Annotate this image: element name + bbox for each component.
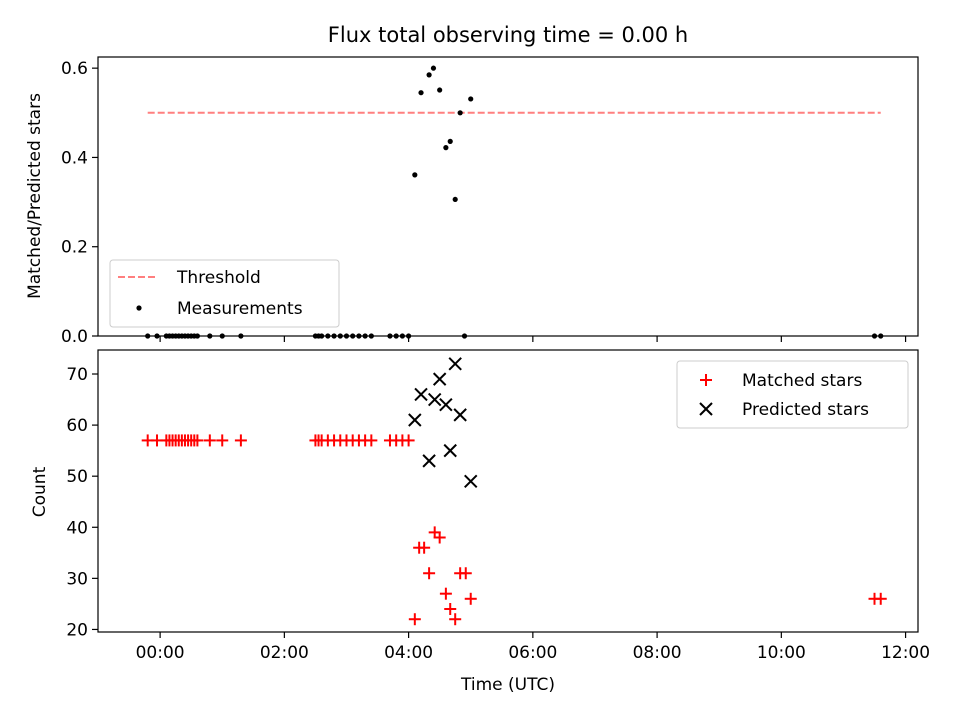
y-tick-label: 40 [66, 518, 88, 538]
bottom-panel: 20 30 40 50 60 70 00:00 02:00 04:00 06:00 08:00 10… [30, 349, 930, 695]
top-axes-frame [97, 56, 919, 337]
predicted-star-point [453, 408, 467, 422]
y-tick-label: 50 [66, 467, 88, 487]
predicted-star-point [443, 443, 457, 458]
y-tick-label: 30 [66, 569, 88, 589]
predicted-star-point [439, 397, 453, 412]
bottom-legend-box [676, 360, 909, 429]
matched-star-point [402, 434, 415, 447]
matched-star-point [418, 541, 431, 554]
matched-star-point [444, 603, 457, 616]
measurements-legend-label: Measurements [177, 299, 303, 319]
matched-legend-label: Matched stars [742, 371, 862, 391]
matched-star-point [365, 434, 378, 447]
predicted-star-point [427, 392, 442, 407]
x-tick-label: 04:00 [384, 643, 433, 663]
matched-star-point [216, 434, 229, 447]
x-tick-label: 08:00 [633, 643, 682, 663]
measurement-point [443, 145, 449, 151]
predicted-star-point [448, 357, 462, 371]
measurement-point [447, 138, 453, 144]
top-legend: Threshold Measurements [109, 259, 340, 328]
top-panel: 0.0 0.2 0.4 0.6 Matched/Predicted stars Thr… [25, 56, 919, 347]
measurements-legend-swatch [136, 305, 142, 311]
bottom-legend: Matched stars Predicted stars [676, 360, 909, 429]
predicted-star-point [422, 454, 436, 468]
measurement-point [426, 72, 432, 78]
predicted-legend-swatch [699, 402, 713, 416]
bottom-y-ticks: 20 30 40 50 60 70 [66, 365, 98, 640]
measurement-point [452, 196, 458, 203]
matched-stars-points [141, 434, 887, 626]
predicted-star-point [414, 387, 428, 402]
measurement-point [437, 87, 443, 93]
matched-star-point [203, 434, 216, 447]
measurement-point [457, 110, 463, 116]
x-tick-label: 06:00 [508, 643, 557, 663]
chart-title: Flux total observing time = 0.00 h [328, 23, 688, 47]
matched-star-point [449, 613, 462, 626]
measurement-point [412, 172, 418, 178]
bottom-axes-frame [97, 349, 919, 633]
matched-star-point [433, 531, 446, 544]
y-tick-label: 20 [66, 620, 88, 640]
predicted-star-point [464, 474, 478, 489]
bottom-y-axis-label: Count [30, 466, 50, 517]
y-tick-label: 0.6 [61, 59, 88, 79]
predicted-stars-points [408, 357, 478, 489]
matched-star-point [439, 587, 452, 600]
y-tick-label: 0.0 [61, 327, 88, 347]
threshold-legend-label: Threshold [176, 268, 261, 288]
matched-legend-swatch [700, 374, 712, 386]
y-tick-label: 70 [66, 365, 88, 385]
x-tick-label: 12:00 [881, 643, 930, 663]
x-tick-label: 10:00 [757, 643, 806, 663]
y-tick-label: 60 [66, 416, 88, 436]
y-tick-label: 0.2 [61, 238, 88, 258]
x-tick-label: 02:00 [260, 643, 309, 663]
matched-star-point [191, 434, 204, 447]
top-y-ticks: 0.0 0.2 0.4 0.6 [61, 59, 98, 347]
top-x-ticks [159, 336, 907, 342]
bottom-x-ticks: 00:00 02:00 04:00 06:00 08:00 10:00 12:00 [136, 632, 930, 663]
top-y-axis-label: Matched/Predicted stars [25, 93, 45, 299]
matched-star-point [423, 567, 436, 580]
matched-star-point [408, 613, 421, 626]
top-legend-box [109, 259, 340, 328]
predicted-star-point [408, 413, 422, 427]
x-axis-label: Time (UTC) [460, 675, 555, 695]
measurement-point [418, 90, 424, 96]
matched-star-point [874, 592, 887, 605]
matched-star-point [464, 592, 477, 605]
x-tick-label: 00:00 [136, 643, 185, 663]
measurement-point [468, 96, 474, 102]
y-tick-label: 0.4 [61, 148, 88, 168]
predicted-star-point [432, 372, 447, 386]
matched-star-point [459, 567, 472, 580]
matched-star-point [234, 434, 247, 447]
measurement-point [430, 65, 437, 71]
predicted-legend-label: Predicted stars [742, 400, 869, 420]
